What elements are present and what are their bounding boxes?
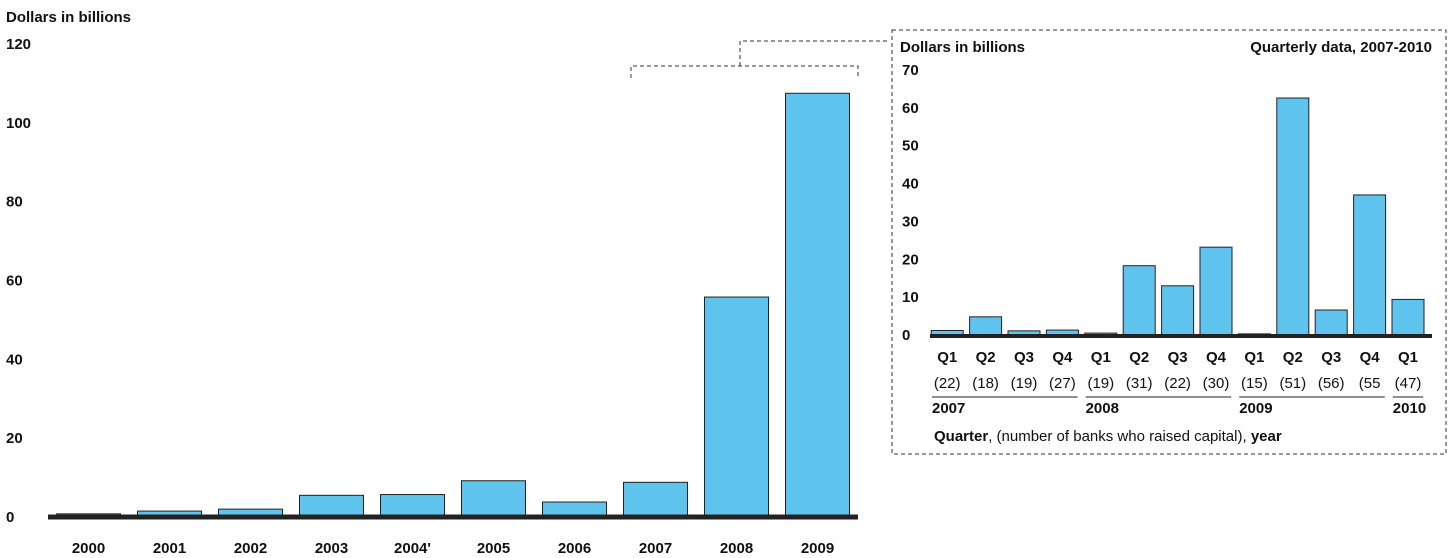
- inset-quarter-label: Q1: [1398, 349, 1418, 366]
- connector-line: [739, 40, 890, 66]
- main-y-tick-label: 60: [6, 273, 23, 290]
- main-x-tick-label: 2000: [72, 540, 105, 557]
- inset-bar: [1314, 309, 1348, 336]
- inset-y-tick-label: 20: [902, 251, 919, 268]
- inset-bank-count: (56): [1318, 375, 1345, 392]
- inset-bank-count: (55: [1359, 375, 1381, 392]
- inset-y-tick-label: 40: [902, 176, 919, 193]
- main-y-tick-label: 120: [6, 36, 31, 53]
- main-x-tick-label: 2008: [720, 540, 753, 557]
- inset-y-tick-label: 30: [902, 213, 919, 230]
- inset-year-label: 2007: [932, 400, 965, 417]
- inset-quarter-label: Q1: [1244, 349, 1264, 366]
- main-x-tick-label: 2002: [234, 540, 267, 557]
- inset-bank-count: (22): [1164, 375, 1191, 392]
- main-x-tick-label: 2007: [639, 540, 672, 557]
- inset-bar: [1199, 246, 1233, 336]
- main-x-tick-label: 2005: [477, 540, 510, 557]
- inset-bank-count: (19): [1087, 375, 1114, 392]
- main-bars: [56, 92, 850, 518]
- inset-quarter-label: Q2: [1283, 349, 1303, 366]
- inset-quarter-label: Q2: [1129, 349, 1149, 366]
- inset-bar: [969, 316, 1003, 336]
- main-x-tick-label: 2006: [558, 540, 591, 557]
- inset-quarter-label: Q3: [1321, 349, 1341, 366]
- inset-bank-count: (31): [1126, 375, 1153, 392]
- quarterly-inset: Dollars in billions Quarterly data, 2007…: [891, 29, 1447, 455]
- inset-bar: [1122, 265, 1156, 336]
- inset-quarter-label: Q4: [1052, 349, 1073, 366]
- inset-bank-count: (22): [934, 375, 961, 392]
- inset-bar: [1353, 194, 1387, 336]
- inset-bar: [1391, 298, 1425, 336]
- main-bar: [461, 480, 526, 518]
- main-bar: [299, 494, 364, 518]
- inset-bank-count: (30): [1203, 375, 1230, 392]
- inset-bank-count: (15): [1241, 375, 1268, 392]
- inset-quarter-labels: Q1 Q2 Q3 Q4 Q1 Q2 Q3 Q4 Q1 Q2 Q3 Q4 Q1: [937, 349, 1418, 366]
- inset-quarter-label: Q3: [1168, 349, 1188, 366]
- inset-frame: [891, 29, 1447, 455]
- inset-y-tick-label: 0: [902, 327, 910, 344]
- main-x-tick-label: 2004': [394, 540, 431, 557]
- inset-quarter-label: Q1: [937, 349, 957, 366]
- inset-year-label: 2009: [1239, 400, 1272, 417]
- xlabel-middle: , (number of banks who raised capital),: [988, 428, 1251, 445]
- main-bar: [380, 494, 445, 518]
- inset-y-tick-label: 60: [902, 100, 919, 117]
- inset-year-label: 2010: [1393, 400, 1426, 417]
- main-x-tick-label: 2009: [801, 540, 834, 557]
- bracket: [630, 65, 859, 78]
- inset-y-tick-label: 50: [902, 138, 919, 155]
- main-y-tick-label: 20: [6, 430, 23, 447]
- annual-chart: Dollars in billions 0 20 40 60 80 100 120 2000…: [6, 9, 890, 557]
- inset-quarter-label: Q2: [976, 349, 996, 366]
- inset-y-ticks: 0 10 20 30 40 50 60 70: [902, 62, 919, 344]
- main-y-tick-label: 0: [6, 509, 14, 526]
- main-ylabel: Dollars in billions: [6, 9, 131, 26]
- inset-year-labels: 2007 2008 2009 2010: [932, 396, 1426, 417]
- inset-year-label: 2008: [1086, 400, 1119, 417]
- main-bar: [785, 92, 850, 518]
- main-x-ticks: 2000 2001 2002 2003 2004' 2005 2006 2007 2008 200…: [72, 540, 834, 557]
- inset-quarter-label: Q3: [1014, 349, 1034, 366]
- main-y-tick-label: 40: [6, 351, 23, 368]
- inset-bank-counts: (22) (18) (19) (27) (19) (31) (22) (30) (15) (51)…: [934, 375, 1421, 392]
- inset-ylabel: Dollars in billions: [900, 39, 1025, 56]
- main-y-ticks: 0 20 40 60 80 100 120: [6, 36, 31, 526]
- inset-bars: [930, 97, 1425, 336]
- main-bar: [623, 481, 688, 518]
- xlabel-quarter: Quarter: [934, 428, 988, 445]
- inset-bank-count: (51): [1279, 375, 1306, 392]
- inset-y-tick-label: 10: [902, 289, 919, 306]
- main-x-tick-label: 2003: [315, 540, 348, 557]
- inset-subtitle: Quarterly data, 2007-2010: [1250, 39, 1432, 56]
- inset-quarter-label: Q4: [1206, 349, 1227, 366]
- main-bar: [704, 296, 769, 518]
- inset-quarter-label: Q1: [1091, 349, 1111, 366]
- inset-bank-count: (19): [1011, 375, 1038, 392]
- main-y-tick-label: 80: [6, 194, 23, 211]
- xlabel-year: year: [1251, 428, 1282, 445]
- inset-quarter-label: Q4: [1360, 349, 1381, 366]
- main-y-tick-label: 100: [6, 115, 31, 132]
- inset-bank-count: (27): [1049, 375, 1076, 392]
- inset-bank-count: (47): [1395, 375, 1422, 392]
- main-x-tick-label: 2001: [153, 540, 186, 557]
- inset-xlabel: Quarter, (number of banks who raised cap…: [934, 428, 1282, 445]
- inset-bar: [1276, 97, 1310, 336]
- inset-bank-count: (18): [972, 375, 999, 392]
- inset-y-tick-label: 70: [902, 62, 919, 79]
- inset-bar: [1161, 285, 1195, 336]
